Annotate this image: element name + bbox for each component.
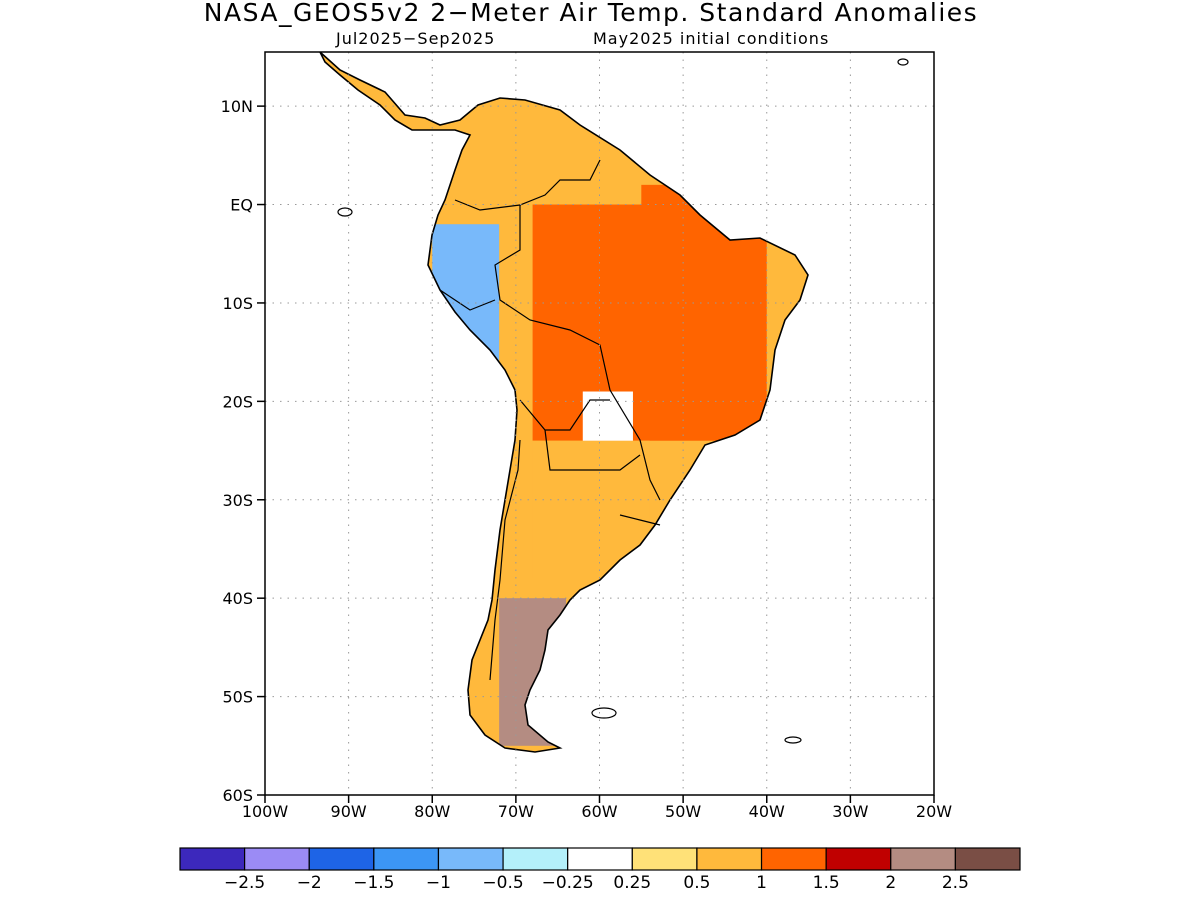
colorbar-label: 0.5 <box>683 873 710 893</box>
lat-tick-label: 20S <box>222 392 253 411</box>
lat-tick-label: 50S <box>222 688 253 707</box>
lat-tick-label: 60S <box>222 786 253 805</box>
colorbar-swatch <box>631 847 698 871</box>
anomaly-fill <box>319 52 909 753</box>
caribbean-islands <box>897 58 909 66</box>
lat-tick-label: 10S <box>222 294 253 313</box>
lon-tick-label: 90W <box>331 802 367 821</box>
colorbar-swatch <box>760 847 827 871</box>
colorbar-label: −2.5 <box>224 873 265 893</box>
colorbar-label: 1 <box>756 873 767 893</box>
colorbar-swatch <box>954 847 1021 871</box>
axis-ticks <box>257 105 935 803</box>
colorbar-label: −0.5 <box>482 873 523 893</box>
lat-tick-label: 30S <box>222 491 253 510</box>
lat-tick-label: 40S <box>222 589 253 608</box>
anomaly-region-1 <box>490 86 642 205</box>
colorbar-label: 2 <box>885 873 896 893</box>
south-georgia-island <box>784 736 802 744</box>
colorbar-swatch <box>437 847 504 871</box>
colorbar-label: −0.25 <box>542 873 594 893</box>
lon-tick-label: 40W <box>749 802 785 821</box>
colorbar-labels: −2.5 −2 −1.5 −1 −0.5 −0.25 0.25 0.5 1 1.5 2 2.5 <box>224 873 969 893</box>
lon-tick-label: 60W <box>581 802 617 821</box>
colorbar-label: 2.5 <box>942 873 969 893</box>
colorbar-swatch <box>373 847 440 871</box>
country-borders <box>439 159 661 681</box>
colorbar-swatch <box>502 847 569 871</box>
lon-tick-label: 50W <box>665 802 701 821</box>
anomaly-region-0 <box>532 184 767 441</box>
lon-tick-label: 80W <box>414 802 450 821</box>
colorbar-swatch <box>179 847 246 871</box>
longitude-labels: 100W 90W 80W 70W 60W 50W 40W 30W 20W <box>242 802 952 821</box>
lon-tick-label: 20W <box>916 802 952 821</box>
lon-tick-label: 70W <box>498 802 534 821</box>
lon-tick-label: 100W <box>242 802 289 821</box>
colorbar-label: 1.5 <box>813 873 840 893</box>
lat-tick-label: 10N <box>221 97 253 116</box>
colorbar-swatch <box>696 847 763 871</box>
colorbar-label: −2 <box>297 873 322 893</box>
colorbar-label: −1.5 <box>353 873 394 893</box>
colorbar-label: −1 <box>426 873 451 893</box>
colorbar-swatch <box>567 847 633 871</box>
colorbar-swatch <box>825 847 892 871</box>
colorbar-swatch <box>890 847 956 871</box>
forecast-period: Jul2025−Sep2025 <box>336 29 496 48</box>
colorbar-swatch <box>308 847 375 871</box>
colorbar <box>179 847 1021 871</box>
falkland-islands <box>591 707 617 719</box>
chart-title: NASA_GEOS5v2 2−Meter Air Temp. Standard … <box>203 0 979 27</box>
colorbar-swatch <box>244 847 310 871</box>
lat-tick-label: EQ <box>230 196 253 215</box>
colorbar-label: 0.25 <box>613 873 651 893</box>
lon-tick-label: 30W <box>832 802 868 821</box>
latitude-labels: 10N EQ 10S 20S 30S 40S 50S 60S <box>221 97 253 805</box>
initial-conditions: May2025 initial conditions <box>593 29 830 48</box>
galapagos-islands <box>337 207 353 217</box>
